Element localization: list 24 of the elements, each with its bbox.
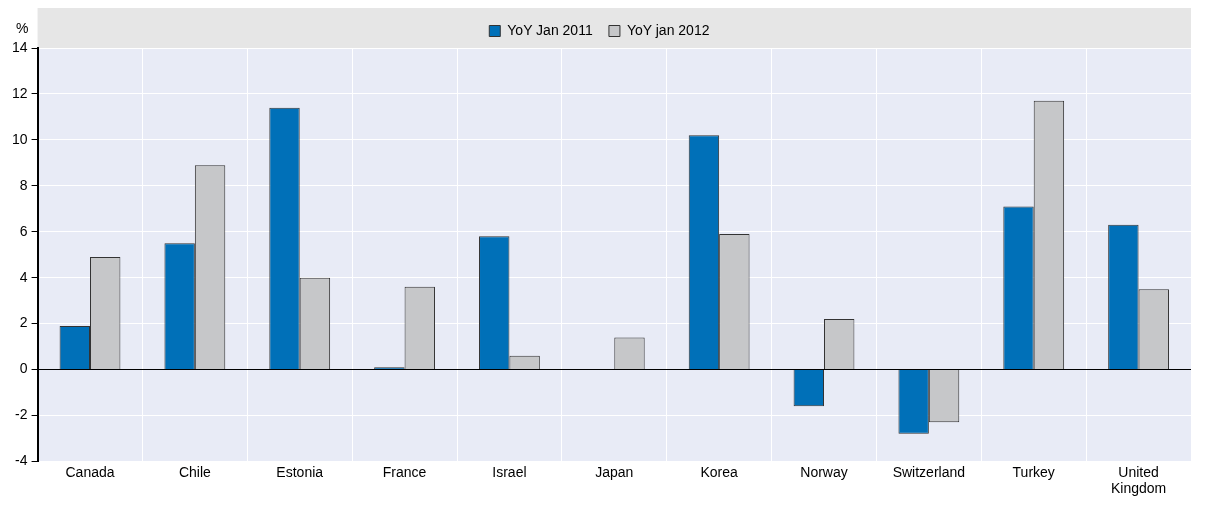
x-tick-label: Chile	[178, 463, 212, 480]
y-tick-label: 6	[19, 222, 28, 239]
x-tick-label: Norway	[800, 463, 848, 480]
x-tick-label: Canada	[65, 463, 115, 480]
y-tick-label: 0	[19, 360, 28, 377]
x-tick-label: United Kingdom	[1110, 463, 1167, 497]
y-tick-label: 10	[11, 130, 28, 147]
legend-label: YoY Jan 2011	[507, 21, 593, 38]
y-tick-label: 2	[19, 314, 28, 331]
y-tick-label: -4	[15, 452, 28, 469]
y-tick-label: 14	[11, 38, 28, 55]
x-tick-label: France	[382, 463, 427, 480]
legend-label: YoY jan 2012	[626, 21, 710, 38]
x-tick-label: Turkey	[1012, 463, 1055, 480]
x-tick-label: Korea	[700, 463, 739, 480]
y-tick-label: 8	[19, 176, 28, 193]
x-tick-label: Switzerland	[892, 463, 966, 480]
y-tick-label: -2	[15, 406, 28, 423]
y-tick-label: 12	[11, 84, 28, 101]
y-tick-label: 4	[19, 268, 28, 285]
x-tick-label: Estonia	[276, 463, 324, 480]
x-tick-label: Japan	[595, 463, 634, 480]
x-tick-label: Israel	[492, 463, 527, 480]
y-axis-title: %	[16, 19, 29, 36]
